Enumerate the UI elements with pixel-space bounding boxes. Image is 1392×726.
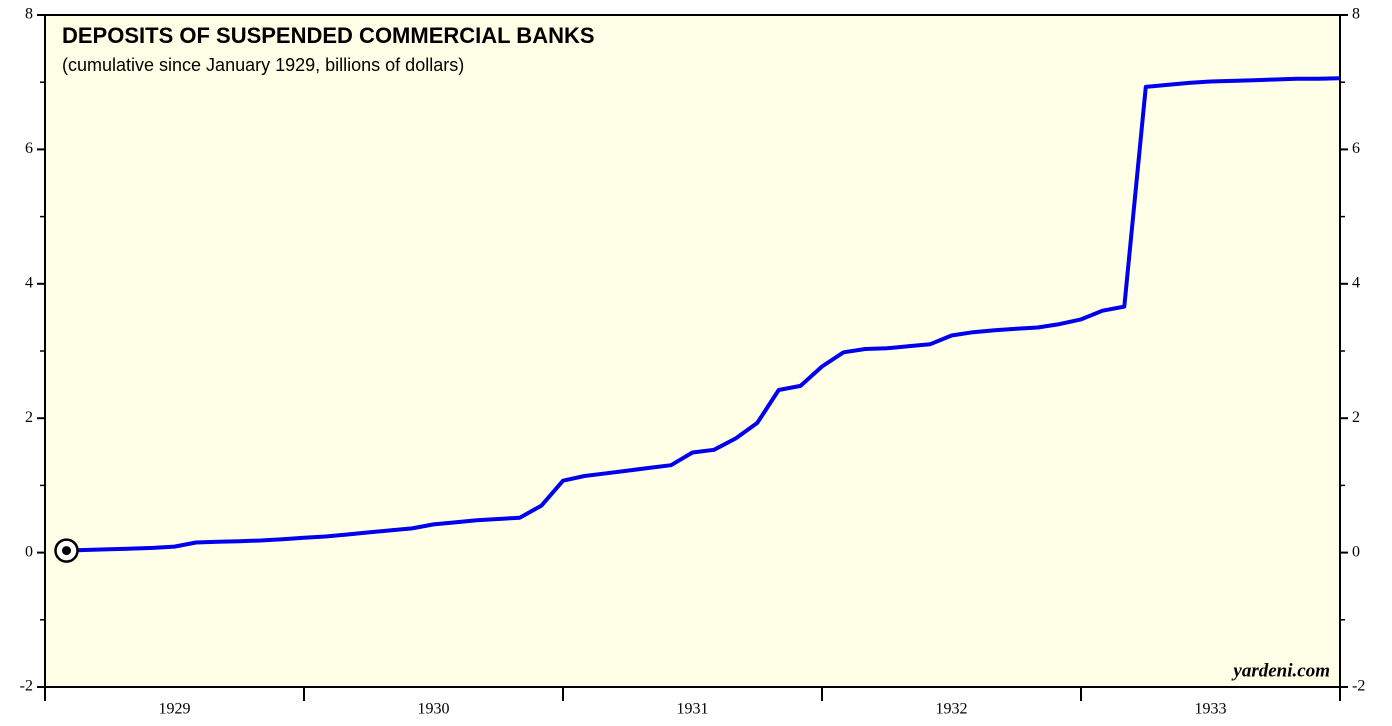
y2-tick-label: 6 [1352, 140, 1360, 157]
y-tick-label: 8 [25, 6, 33, 23]
chart-subtitle: (cumulative since January 1929, billions… [62, 55, 464, 75]
plot-area [45, 15, 1340, 687]
x-tick-label: 1932 [936, 701, 968, 718]
x-tick-label: 1931 [677, 701, 709, 718]
x-tick-label: 1933 [1195, 701, 1227, 718]
start-marker-dot [61, 546, 71, 556]
y-tick-label: 4 [25, 274, 33, 291]
y2-tick-label: -2 [1352, 678, 1365, 695]
source: yardeni.com [1231, 660, 1330, 681]
y2-tick-label: 2 [1352, 409, 1360, 426]
y-tick-label: -2 [20, 678, 33, 695]
chart-title: DEPOSITS OF SUSPENDED COMMERCIAL BANKS [62, 23, 595, 48]
x-tick-label: 1929 [159, 701, 191, 718]
y-tick-label: 6 [25, 140, 33, 157]
data-line [66, 76, 1341, 553]
y-tick-label: 0 [25, 543, 33, 560]
plot-frame [44, 14, 1341, 688]
x-tick-label: 1930 [418, 701, 450, 718]
y2-tick-label: 4 [1352, 274, 1360, 291]
y-tick-label: 2 [25, 409, 33, 426]
y2-tick-label: 8 [1352, 6, 1360, 23]
y2-tick-label: 0 [1352, 543, 1360, 560]
